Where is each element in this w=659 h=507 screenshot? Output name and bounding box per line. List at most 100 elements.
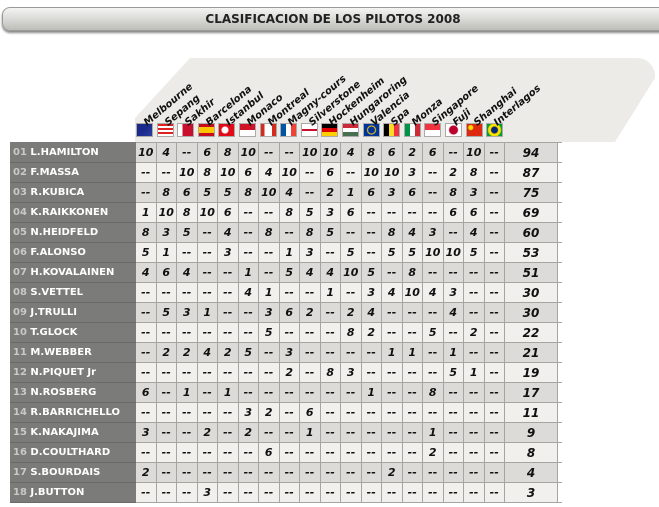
- driver-row: 18 J.BUTTON -- -- -- 3 -- -- -- -- -- -- -- -- -- -- --…: [10, 482, 562, 503]
- race-points-cell: --: [258, 482, 280, 503]
- race-points-cell: 3: [319, 202, 341, 223]
- race-points-cell: 4: [135, 262, 157, 283]
- race-points-cell: 3: [422, 222, 444, 243]
- race-points-cell: --: [217, 402, 239, 423]
- race-points-cell: --: [217, 482, 239, 503]
- driver-name-cell: 14 R.BARRICHELLO: [10, 402, 136, 423]
- race-points-cell: 6: [135, 382, 157, 403]
- race-points-cell: 4: [278, 182, 300, 203]
- race-points-cell: --: [135, 322, 157, 343]
- driver-name: K.NAKAJIMA: [30, 427, 99, 438]
- race-points-cell: --: [217, 462, 239, 483]
- race-points-cell: 5: [360, 262, 382, 283]
- race-points-cell: --: [319, 322, 341, 343]
- race-points-cell: --: [360, 222, 382, 243]
- race-points-cell: --: [258, 242, 280, 263]
- race-points-cell: 6: [299, 402, 321, 423]
- canada-flag-icon: [259, 123, 277, 137]
- race-points-cell: 1: [258, 282, 280, 303]
- row-end: [557, 242, 562, 263]
- race-points-cell: --: [483, 442, 505, 463]
- race-points-cell: 1: [360, 382, 382, 403]
- driver-position: 16: [13, 447, 27, 458]
- race-points-cell: --: [319, 462, 341, 483]
- row-end: [557, 142, 562, 163]
- race-points-cell: --: [381, 442, 403, 463]
- race-points-cell: 5: [155, 302, 177, 323]
- race-points-cell: 2: [360, 322, 382, 343]
- race-points-cell: --: [319, 242, 341, 263]
- standings-table: 01 L.HAMILTON 10 4 -- 6 8 10 -- -- 10 10 4 8 6 2 6 -- 10-…: [10, 142, 562, 503]
- race-points-cell: 5: [442, 362, 464, 383]
- race-points-cell: --: [299, 442, 321, 463]
- race-points-cell: --: [196, 402, 218, 423]
- race-points-cell: --: [319, 382, 341, 403]
- driver-name: F.MASSA: [30, 167, 79, 178]
- driver-row: 01 L.HAMILTON 10 4 -- 6 8 10 -- -- 10 10 4 8 6 2 6 -- 10-…: [10, 142, 562, 163]
- race-points-cell: --: [176, 402, 198, 423]
- race-points-cell: 10: [196, 202, 218, 223]
- race-points-cell: --: [237, 442, 259, 463]
- driver-position: 18: [13, 487, 27, 498]
- race-points-cell: --: [319, 302, 341, 323]
- race-points-cell: 3: [196, 482, 218, 503]
- row-end: [557, 402, 562, 423]
- race-points-cell: 8: [176, 202, 198, 223]
- driver-name-cell: 03 R.KUBICA: [10, 182, 136, 203]
- race-points-cell: --: [422, 262, 444, 283]
- race-points-cell: 8: [196, 162, 218, 183]
- driver-name-cell: 18 J.BUTTON: [10, 482, 136, 503]
- total-points-cell: 22: [504, 322, 558, 343]
- race-points-cell: 4: [237, 282, 259, 303]
- driver-row: 11 M.WEBBER -- 2 2 4 2 5 -- 3 -- -- -- -- 1 1 -- 1 -- -- 21: [10, 342, 562, 363]
- race-points-cell: --: [442, 262, 464, 283]
- driver-row: 04 K.RAIKKONEN 1 10 8 10 6 -- -- 8 5 3 6 -- -- -- -- 6 6-…: [10, 202, 562, 223]
- driver-name-cell: 02 F.MASSA: [10, 162, 136, 183]
- germany-flag-icon: [321, 123, 339, 137]
- race-points-cell: 1: [463, 362, 485, 383]
- race-points-cell: --: [340, 342, 362, 363]
- driver-name-cell: 15 K.NAKAJIMA: [10, 422, 136, 443]
- race-points-cell: --: [360, 442, 382, 463]
- race-points-cell: --: [155, 442, 177, 463]
- race-points-cell: 1: [196, 302, 218, 323]
- race-points-cell: 10: [299, 142, 321, 163]
- race-points-cell: 8: [135, 222, 157, 243]
- race-points-cell: 3: [360, 282, 382, 303]
- race-points-cell: 8: [319, 362, 341, 383]
- race-points-cell: --: [278, 442, 300, 463]
- race-points-cell: 10: [463, 142, 485, 163]
- driver-row: 08 S.VETTEL -- -- -- -- -- 4 1 -- -- 1 -- 3 4 10 4 3 -- --…: [10, 282, 562, 303]
- race-points-cell: 1: [155, 242, 177, 263]
- race-points-cell: --: [442, 222, 464, 243]
- race-points-cell: 4: [442, 302, 464, 323]
- race-points-cell: --: [237, 382, 259, 403]
- race-points-cell: --: [299, 182, 321, 203]
- race-points-cell: --: [381, 322, 403, 343]
- france-flag-icon: [280, 123, 298, 137]
- driver-position: 04: [13, 207, 27, 218]
- race-points-cell: 10: [422, 242, 444, 263]
- race-points-cell: --: [381, 402, 403, 423]
- race-points-cell: 4: [217, 222, 239, 243]
- race-points-cell: --: [483, 162, 505, 183]
- race-points-cell: --: [381, 362, 403, 383]
- driver-name-cell: 13 N.ROSBERG: [10, 382, 136, 403]
- race-points-cell: 6: [155, 262, 177, 283]
- race-points-cell: 6: [258, 442, 280, 463]
- race-points-cell: --: [176, 462, 198, 483]
- total-points-cell: 19: [504, 362, 558, 383]
- driver-name-cell: 16 D.COULTHARD: [10, 442, 136, 463]
- race-points-cell: --: [299, 322, 321, 343]
- driver-name-cell: 12 N.PIQUET Jr: [10, 362, 136, 383]
- driver-name: N.PIQUET Jr: [30, 367, 97, 378]
- race-points-cell: 8: [155, 182, 177, 203]
- race-points-cell: --: [155, 382, 177, 403]
- driver-name-cell: 06 F.ALONSO: [10, 242, 136, 263]
- race-points-cell: 1: [401, 342, 423, 363]
- race-points-cell: 2: [196, 422, 218, 443]
- race-points-cell: --: [155, 422, 177, 443]
- race-points-cell: 4: [340, 142, 362, 163]
- driver-name-cell: 17 S.BOURDAIS: [10, 462, 136, 483]
- race-points-cell: --: [483, 422, 505, 443]
